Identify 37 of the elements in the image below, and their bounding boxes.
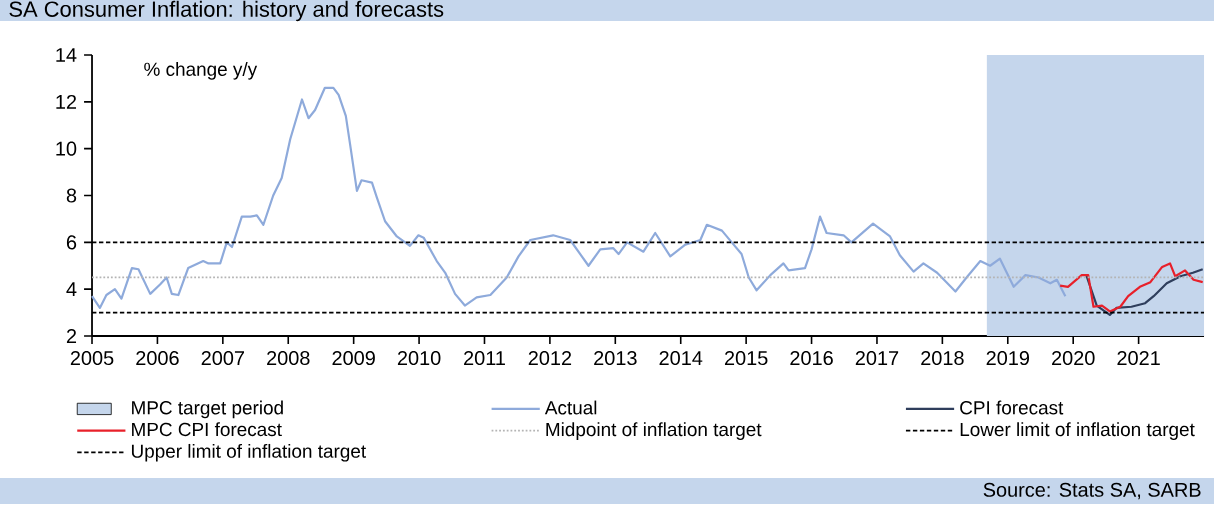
x-tick-label: 2013: [594, 351, 637, 366]
y-tick-label: 14: [56, 48, 77, 62]
x-tick-label: 2021: [1117, 351, 1160, 366]
y-tick-label: 10: [56, 141, 77, 156]
y-axis-title: % change y/y: [144, 62, 258, 80]
y-tick-label: 6: [66, 235, 77, 250]
x-tick-label: 2020: [1052, 351, 1095, 366]
x-tick-label: 2019: [986, 351, 1030, 366]
y-tick-label: 4: [66, 282, 77, 297]
x-tick-label: 2008: [267, 351, 310, 366]
line-series: [1085, 268, 1204, 317]
y-tick-label: 2: [66, 329, 77, 343]
x-tick-label: 2017: [855, 351, 899, 366]
legend-label: Lower limit of inflation target: [960, 422, 1195, 440]
y-tick-label: 12: [56, 94, 77, 109]
legend-label: MPC target period: [132, 400, 283, 419]
line-series: [1059, 262, 1204, 313]
legend-label: Midpoint of inflation target: [546, 422, 762, 440]
legend-label: Actual: [544, 400, 597, 415]
x-tick-label: 2010: [397, 351, 441, 366]
legend-label: MPC CPI forecast: [132, 422, 282, 437]
legend-label: CPI forecast: [960, 400, 1064, 415]
chart-title: SA Consumer Inflation: history and forecasts: [9, 0, 444, 22]
line-series: [90, 86, 1067, 309]
x-tick-label: 2012: [528, 351, 572, 366]
x-tick-label: 2015: [724, 351, 768, 366]
x-tick-label: 2009: [332, 351, 375, 366]
y-tick-label: 8: [66, 188, 77, 203]
x-tick-label: 2016: [790, 351, 833, 366]
x-tick-label: 2007: [201, 351, 244, 366]
legend-label: Upper limit of inflation target: [131, 443, 366, 462]
x-tick-label: 2011: [464, 351, 505, 366]
source-note: Source: Stats SA, SARB: [983, 482, 1201, 500]
x-tick-label: 2006: [136, 351, 179, 366]
x-tick-label: 2018: [921, 351, 964, 366]
x-tick-label: 2005: [70, 351, 114, 366]
x-tick-label: 2014: [659, 351, 703, 366]
